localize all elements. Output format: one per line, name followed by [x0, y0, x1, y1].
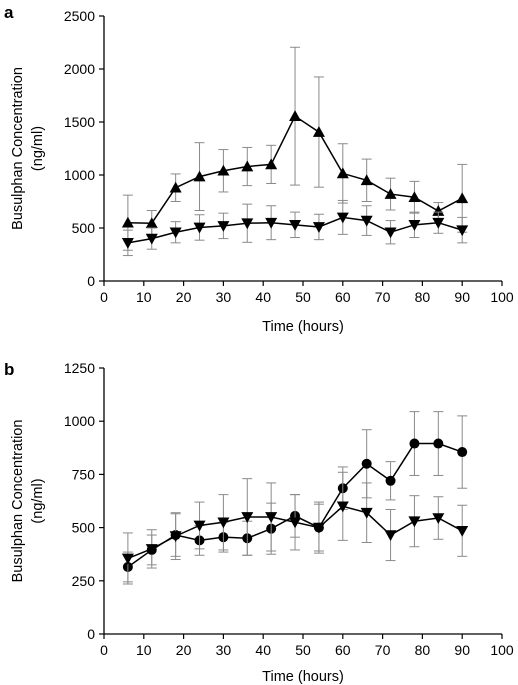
series-2-point	[456, 525, 469, 537]
series-2-point	[121, 553, 134, 565]
x-tick-label: 70	[375, 642, 391, 658]
series-1-point	[361, 458, 372, 469]
x-tick-label: 70	[375, 289, 391, 305]
x-tick-label: 60	[335, 642, 351, 658]
y-tick-label: 0	[87, 626, 95, 642]
x-tick-label: 30	[216, 289, 232, 305]
y-axis-unit: (ng/ml)	[30, 126, 46, 171]
x-axis-title: Time (hours)	[262, 669, 344, 685]
series-1-point	[145, 217, 158, 229]
x-tick-label: 10	[136, 289, 152, 305]
x-tick-label: 0	[100, 289, 108, 305]
y-tick-label: 2000	[64, 61, 95, 77]
series-2-point	[360, 507, 373, 519]
series-1-point	[457, 447, 468, 458]
y-tick-label: 1250	[64, 360, 95, 376]
series-1-point	[336, 167, 349, 179]
x-tick-label: 10	[136, 642, 152, 658]
x-tick-label: 50	[295, 289, 311, 305]
series-2-point	[169, 227, 182, 239]
series-2-point	[241, 218, 254, 230]
series-1-point	[217, 164, 230, 176]
series-1-point	[433, 438, 444, 449]
series-2-point	[312, 522, 325, 534]
series-1-point	[408, 191, 421, 203]
y-tick-label: 1000	[64, 413, 95, 429]
series-2-point	[193, 222, 206, 234]
series-2-point	[193, 520, 206, 532]
series-1-point	[289, 110, 302, 121]
x-tick-label: 100	[490, 642, 514, 658]
y-axis-title: Busulphan Concentration	[10, 67, 26, 230]
y-tick-label: 1000	[64, 167, 95, 183]
series-1-point	[312, 126, 325, 137]
series-2-point	[121, 238, 134, 249]
series-2-point	[145, 233, 158, 245]
x-tick-label: 90	[454, 289, 470, 305]
x-tick-label: 60	[335, 289, 351, 305]
series-2-point	[336, 501, 349, 513]
series-2-point	[408, 220, 421, 231]
y-tick-label: 0	[87, 273, 95, 289]
x-tick-label: 30	[216, 642, 232, 658]
x-tick-label: 90	[454, 642, 470, 658]
x-tick-label: 40	[255, 289, 271, 305]
series-2-point	[241, 512, 254, 523]
series-2-point	[384, 530, 397, 542]
series-2-point	[145, 544, 158, 555]
panel-b: b 0 250 500 750 1000 1250 0 10 20 30 40 50 60 70 80 90 10…	[4, 360, 514, 685]
series-1-point	[384, 188, 397, 199]
x-tick-label: 100	[490, 289, 514, 305]
series-1-point	[265, 158, 278, 170]
y-tick-label: 2500	[64, 8, 95, 24]
series-2-point	[217, 517, 230, 529]
series-2-point	[217, 221, 230, 232]
series-2-point	[432, 217, 445, 229]
series-2-point	[456, 225, 469, 237]
series-2-point	[312, 222, 325, 233]
series-1-point	[121, 216, 134, 228]
series-1-point	[193, 170, 206, 182]
panel-label: a	[4, 3, 14, 22]
x-tick-label: 80	[415, 642, 431, 658]
series-2-point	[265, 512, 278, 523]
x-tick-label: 80	[415, 289, 431, 305]
series-1-point	[385, 475, 396, 486]
y-tick-label: 750	[72, 466, 96, 482]
series-2-point	[169, 531, 182, 543]
series-1-point	[360, 174, 373, 186]
series-2-point	[384, 227, 397, 239]
y-tick-label: 250	[72, 573, 96, 589]
series-1-point	[241, 160, 254, 172]
x-tick-label: 20	[176, 642, 192, 658]
y-axis-unit: (ng/ml)	[30, 478, 46, 523]
x-tick-label: 0	[100, 642, 108, 658]
y-tick-label: 500	[72, 220, 96, 236]
series-1-point	[169, 181, 182, 193]
series-2-point	[408, 516, 421, 528]
panel-a: a 0 500 1000 1500 2000 2500 0 10 20 30 40 50 60 70 80 90…	[4, 3, 514, 335]
series-2-point	[432, 513, 445, 525]
series-2-point	[289, 517, 302, 529]
series-1-point	[409, 438, 420, 449]
x-axis-title: Time (hours)	[262, 319, 344, 335]
x-tick-label: 40	[255, 642, 271, 658]
series-2-point	[336, 212, 349, 224]
panel-label: b	[4, 360, 14, 379]
series-2-point	[360, 215, 373, 227]
series-2-point	[289, 220, 302, 231]
x-tick-label: 20	[176, 289, 192, 305]
series-1-point	[456, 192, 469, 204]
y-axis-title: Busulphan Concentration	[10, 420, 26, 583]
y-tick-label: 500	[72, 520, 96, 536]
y-tick-label: 1500	[64, 114, 95, 130]
series-1-point	[432, 205, 445, 216]
series-2-point	[265, 217, 278, 229]
x-tick-label: 50	[295, 642, 311, 658]
